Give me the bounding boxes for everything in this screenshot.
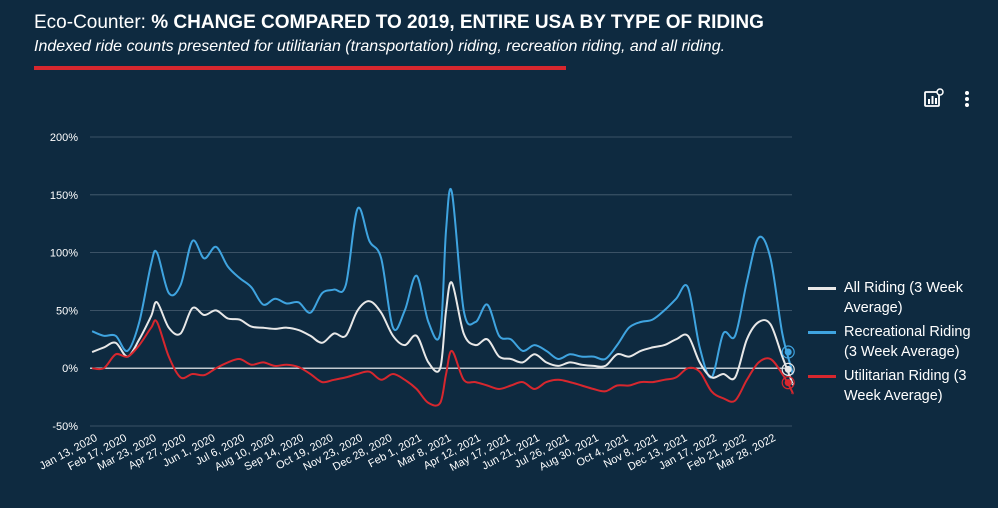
chart-legend: All Riding (3 Week Average) Recreational… (808, 278, 998, 410)
legend-swatch-recreational (808, 331, 836, 334)
highlight-dot-utilitarian-ring (781, 376, 795, 390)
series-all-line (91, 281, 794, 386)
legend-swatch-all (808, 287, 836, 290)
chart-title: Eco-Counter: % CHANGE COMPARED TO 2019, … (34, 12, 764, 34)
highlight-dot-all-ring (781, 362, 795, 376)
legend-item-utilitarian[interactable]: Utilitarian Riding (3 Week Average) (808, 366, 994, 406)
y-tick-label: -50% (52, 421, 78, 433)
y-tick-label: 100% (50, 248, 78, 260)
title-bold: % CHANGE COMPARED TO 2019, ENTIRE USA BY… (151, 12, 764, 33)
legend-item-recreational[interactable]: Recreational Riding (3 Week Average) (808, 322, 984, 362)
legend-label-utilitarian: Utilitarian Riding (3 Week Average) (844, 368, 967, 404)
series-recreational-line (91, 188, 794, 379)
highlight-dot-recreational (784, 348, 792, 356)
more-vertical-icon[interactable] (956, 88, 978, 110)
legend-swatch-utilitarian (808, 375, 836, 378)
y-tick-label: 200% (50, 132, 78, 144)
legend-label-all: All Riding (3 Week Average) (844, 280, 964, 316)
chart-insights-icon[interactable] (922, 88, 944, 110)
series-utilitarian-line (92, 319, 794, 407)
chart-subtitle: Indexed ride counts presented for utilit… (34, 38, 726, 55)
y-tick-label: 150% (50, 190, 78, 202)
title-prefix: Eco-Counter: (34, 12, 152, 33)
legend-item-all[interactable]: All Riding (3 Week Average) (808, 278, 998, 318)
legend-label-recreational: Recreational Riding (3 Week Average) (844, 324, 971, 360)
title-underline (34, 66, 566, 70)
highlight-dot-all (784, 365, 792, 373)
highlight-dot-utilitarian (784, 379, 792, 387)
highlight-dot-recreational-ring (781, 345, 795, 359)
y-tick-label: 0% (62, 363, 78, 375)
y-tick-label: 50% (56, 305, 78, 317)
